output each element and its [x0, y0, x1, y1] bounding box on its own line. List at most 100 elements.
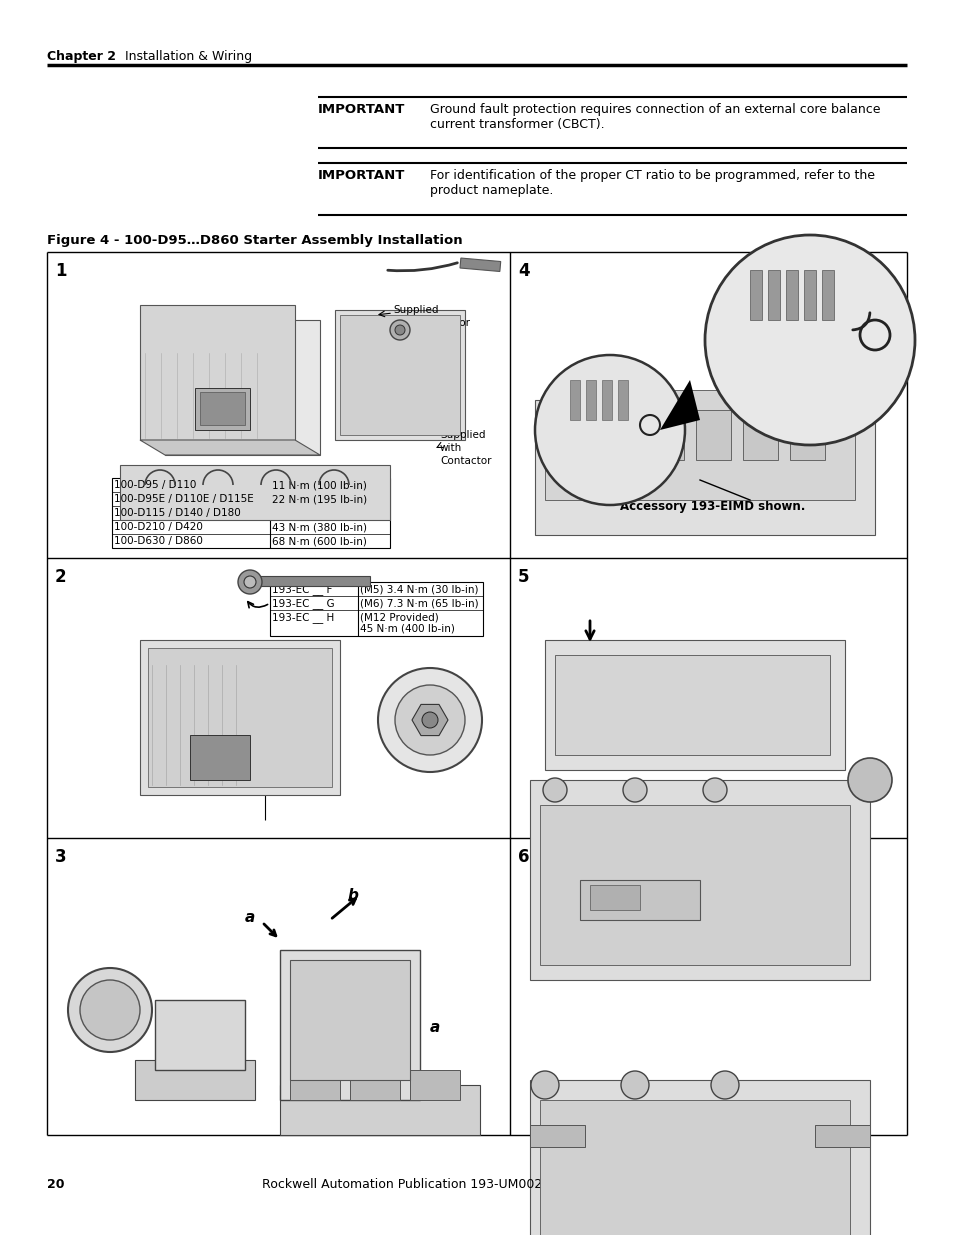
Bar: [190, 735, 250, 781]
Text: 43 N·m (380 lb-in): 43 N·m (380 lb-in): [272, 522, 367, 532]
Circle shape: [390, 320, 410, 340]
Text: Supplied: Supplied: [393, 305, 438, 315]
Bar: [535, 400, 874, 535]
Bar: [148, 648, 332, 787]
Text: 100-D210 / D420: 100-D210 / D420: [113, 522, 203, 532]
Circle shape: [237, 571, 262, 594]
Text: IMPORTANT: IMPORTANT: [317, 169, 405, 182]
Bar: [135, 1060, 254, 1100]
Bar: [511, 559, 905, 837]
Bar: [589, 885, 639, 910]
Text: Accessory 193-EIMD shown.: Accessory 193-EIMD shown.: [619, 500, 804, 513]
Bar: [200, 391, 245, 425]
Text: 2: 2: [55, 568, 67, 585]
Text: b: b: [348, 888, 358, 903]
Bar: [511, 253, 905, 557]
Circle shape: [847, 758, 891, 802]
Bar: [539, 805, 849, 965]
Text: 193-EC __ H: 193-EC __ H: [272, 613, 334, 622]
Polygon shape: [140, 440, 319, 454]
Text: 4: 4: [517, 262, 529, 280]
Text: 22 N·m (195 lb-in): 22 N·m (195 lb-in): [272, 494, 367, 504]
Bar: [154, 1000, 245, 1070]
Bar: [696, 410, 730, 459]
Bar: [335, 310, 464, 440]
Text: Rockwell Automation Publication 193-UM002I-EN-P - December 2011: Rockwell Automation Publication 193-UM00…: [261, 1178, 692, 1191]
Circle shape: [68, 968, 152, 1052]
Bar: [544, 390, 854, 500]
Text: 100-D95 / D110: 100-D95 / D110: [113, 480, 196, 490]
Circle shape: [710, 1071, 739, 1099]
Bar: [270, 582, 482, 636]
Polygon shape: [412, 704, 448, 736]
Bar: [742, 410, 778, 459]
Bar: [618, 380, 627, 420]
Text: 6: 6: [517, 848, 529, 866]
Bar: [339, 315, 459, 435]
Bar: [579, 881, 700, 920]
Text: Installation & Wiring: Installation & Wiring: [112, 49, 252, 63]
Bar: [539, 1100, 849, 1235]
Bar: [709, 720, 758, 739]
Bar: [555, 655, 829, 755]
Bar: [814, 1125, 869, 1147]
Bar: [194, 388, 250, 430]
Text: a: a: [430, 1020, 439, 1035]
Bar: [280, 1086, 479, 1135]
Bar: [555, 410, 589, 459]
Bar: [789, 410, 824, 459]
Circle shape: [535, 354, 684, 505]
Text: Click: Click: [712, 722, 740, 734]
Bar: [648, 410, 683, 459]
Bar: [165, 320, 319, 454]
Bar: [48, 253, 509, 557]
Text: Figure 4 - 100-D95…D860 Starter Assembly Installation: Figure 4 - 100-D95…D860 Starter Assembly…: [47, 233, 462, 247]
Circle shape: [395, 325, 405, 335]
Bar: [569, 380, 579, 420]
Bar: [544, 640, 844, 769]
Text: For identification of the proper CT ratio to be programmed, refer to the
product: For identification of the proper CT rati…: [430, 169, 874, 198]
Bar: [821, 270, 833, 320]
Text: 3: 3: [55, 848, 67, 866]
Text: IMPORTANT: IMPORTANT: [317, 103, 405, 116]
Text: 100-D115 / D140 / D180: 100-D115 / D140 / D180: [113, 508, 240, 517]
Bar: [48, 559, 509, 837]
Bar: [280, 950, 419, 1100]
Circle shape: [244, 576, 255, 588]
Bar: [140, 640, 339, 795]
Circle shape: [377, 668, 481, 772]
Bar: [290, 960, 410, 1079]
Bar: [48, 839, 509, 1134]
Text: Supplied: Supplied: [439, 430, 485, 440]
Text: 193-EC __ G: 193-EC __ G: [272, 598, 335, 609]
Text: 20: 20: [47, 1178, 65, 1191]
Bar: [749, 270, 761, 320]
Bar: [140, 305, 294, 440]
Circle shape: [531, 1071, 558, 1099]
Text: 100-D95E / D110E / D115E: 100-D95E / D110E / D115E: [113, 494, 253, 504]
Bar: [767, 270, 780, 320]
Bar: [250, 576, 370, 585]
Bar: [410, 1070, 459, 1100]
Text: 193-EC __ F: 193-EC __ F: [272, 584, 332, 595]
Circle shape: [542, 778, 566, 802]
Text: with Contactor: with Contactor: [393, 317, 470, 329]
Text: (M5) 3.4 N·m (30 lb-in): (M5) 3.4 N·m (30 lb-in): [359, 584, 478, 594]
Text: 1: 1: [55, 262, 67, 280]
Circle shape: [622, 778, 646, 802]
Circle shape: [421, 713, 437, 727]
Bar: [601, 410, 637, 459]
Text: (M12 Provided)
45 N·m (400 lb-in): (M12 Provided) 45 N·m (400 lb-in): [359, 613, 455, 634]
Bar: [511, 839, 905, 1134]
Text: with: with: [439, 443, 462, 453]
Bar: [585, 380, 596, 420]
Text: 5: 5: [517, 568, 529, 585]
Text: 11 N·m (100 lb-in): 11 N·m (100 lb-in): [272, 480, 367, 490]
Bar: [530, 781, 869, 981]
Circle shape: [620, 1071, 648, 1099]
Text: Ground fault protection requires connection of an external core balance
current : Ground fault protection requires connect…: [430, 103, 880, 131]
Bar: [459, 258, 500, 272]
Bar: [350, 1070, 399, 1100]
Bar: [530, 1125, 584, 1147]
Bar: [803, 270, 815, 320]
